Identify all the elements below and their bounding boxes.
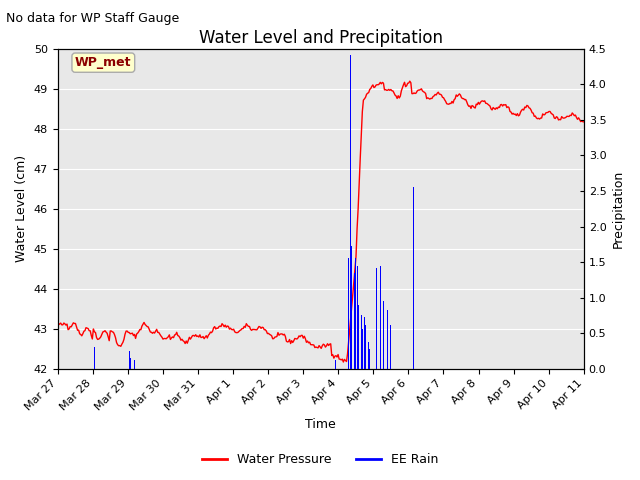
Bar — [356, 265, 358, 369]
Bar — [365, 324, 366, 369]
Bar — [350, 55, 351, 369]
Bar — [130, 358, 131, 369]
Bar — [380, 265, 381, 369]
Bar — [358, 305, 359, 369]
Text: WP_met: WP_met — [75, 56, 132, 69]
Y-axis label: Water Level (cm): Water Level (cm) — [15, 155, 28, 263]
Bar — [355, 258, 356, 369]
Bar — [387, 311, 388, 369]
Bar — [361, 315, 362, 369]
Legend: Water Pressure, EE Rain: Water Pressure, EE Rain — [196, 448, 444, 471]
Bar — [383, 301, 384, 369]
Bar — [134, 360, 135, 369]
Bar — [364, 317, 365, 369]
Bar — [362, 329, 363, 369]
Bar — [335, 360, 336, 369]
Bar — [129, 351, 130, 369]
Bar — [348, 258, 349, 369]
Bar — [413, 188, 414, 369]
Bar — [368, 342, 369, 369]
Y-axis label: Precipitation: Precipitation — [612, 169, 625, 248]
Bar — [369, 348, 370, 369]
Title: Water Level and Precipitation: Water Level and Precipitation — [198, 29, 443, 48]
Bar — [390, 324, 391, 369]
Bar — [354, 273, 355, 369]
Bar — [94, 347, 95, 369]
X-axis label: Time: Time — [305, 419, 336, 432]
Bar — [351, 246, 352, 369]
Text: No data for WP Staff Gauge: No data for WP Staff Gauge — [6, 12, 180, 25]
Bar — [518, 363, 519, 369]
Bar — [376, 268, 377, 369]
